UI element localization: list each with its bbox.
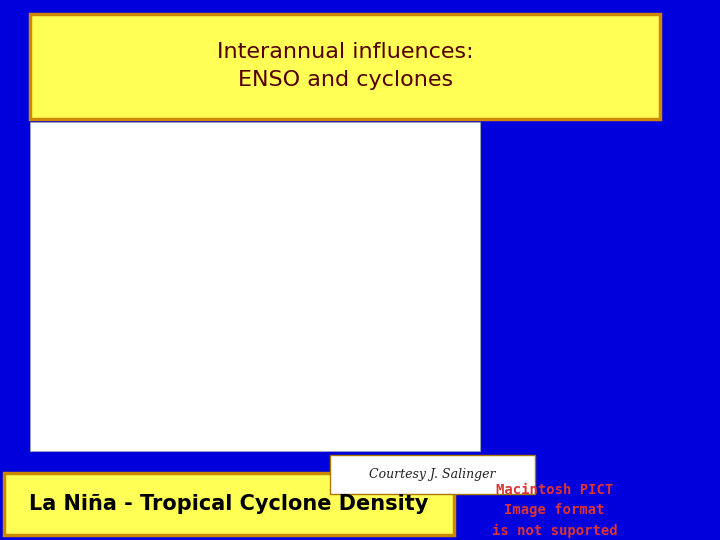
FancyBboxPatch shape bbox=[330, 455, 535, 494]
FancyBboxPatch shape bbox=[30, 14, 660, 119]
FancyBboxPatch shape bbox=[4, 472, 454, 535]
Text: Macintosh PICT
Image format
is not suported: Macintosh PICT Image format is not supor… bbox=[492, 483, 617, 538]
FancyBboxPatch shape bbox=[30, 122, 480, 451]
Text: Interannual influences:
ENSO and cyclones: Interannual influences: ENSO and cyclone… bbox=[217, 42, 474, 90]
Text: La Niña - Tropical Cyclone Density: La Niña - Tropical Cyclone Density bbox=[29, 494, 428, 514]
Text: Courtesy J. Salinger: Courtesy J. Salinger bbox=[369, 468, 495, 481]
